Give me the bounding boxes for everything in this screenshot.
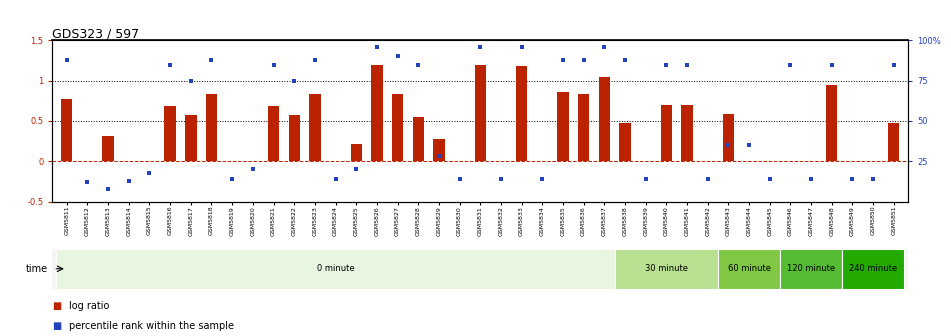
Point <box>844 176 860 182</box>
Point <box>534 176 550 182</box>
Bar <box>619 123 631 161</box>
Point <box>224 176 240 182</box>
Bar <box>614 249 718 289</box>
Bar <box>413 117 424 161</box>
Point <box>473 44 488 49</box>
Text: 60 minute: 60 minute <box>728 264 770 273</box>
Bar <box>434 139 444 161</box>
Text: time: time <box>26 264 48 274</box>
Bar <box>392 93 403 161</box>
Bar <box>598 77 610 161</box>
Point <box>762 176 777 182</box>
Point <box>804 176 819 182</box>
Bar <box>288 115 300 161</box>
Bar <box>103 136 114 161</box>
Bar <box>888 123 900 161</box>
Bar <box>718 249 780 289</box>
Text: 240 minute: 240 minute <box>849 264 897 273</box>
Point <box>679 62 694 67</box>
Point <box>617 57 632 62</box>
Point <box>452 176 467 182</box>
Bar <box>56 249 614 289</box>
Point <box>184 78 199 83</box>
Point <box>121 178 136 183</box>
Point <box>411 62 426 67</box>
Point <box>576 57 592 62</box>
Text: ■: ■ <box>52 321 62 331</box>
Point <box>514 44 529 49</box>
Point <box>390 54 405 59</box>
Bar <box>61 99 72 161</box>
Bar <box>185 115 197 161</box>
Point <box>700 176 715 182</box>
Point <box>432 154 447 159</box>
Point <box>865 176 881 182</box>
Bar <box>578 93 590 161</box>
Point <box>783 62 798 67</box>
Point <box>596 44 611 49</box>
Point <box>494 176 509 182</box>
Point <box>638 176 653 182</box>
Point <box>266 62 281 67</box>
Point <box>659 62 674 67</box>
Point <box>307 57 322 62</box>
Point <box>245 167 261 172</box>
Text: 120 minute: 120 minute <box>787 264 835 273</box>
Bar <box>475 65 486 161</box>
Point <box>163 62 178 67</box>
Point <box>555 57 571 62</box>
Bar <box>842 249 904 289</box>
Point <box>142 170 157 175</box>
Text: percentile rank within the sample: percentile rank within the sample <box>69 321 235 331</box>
Bar <box>165 107 176 161</box>
Bar <box>205 94 217 161</box>
Point <box>80 179 95 185</box>
Bar <box>661 105 672 161</box>
Bar <box>557 92 569 161</box>
Bar <box>309 94 320 161</box>
Point <box>101 186 116 192</box>
Point <box>204 57 219 62</box>
Point <box>721 142 736 148</box>
Text: ■: ■ <box>52 301 62 311</box>
Point <box>286 78 301 83</box>
Bar <box>681 105 692 161</box>
Point <box>825 62 840 67</box>
Text: log ratio: log ratio <box>69 301 109 311</box>
Text: GDS323 / 597: GDS323 / 597 <box>52 27 140 40</box>
Bar <box>826 85 838 161</box>
Text: 0 minute: 0 minute <box>317 264 355 273</box>
Point <box>349 167 364 172</box>
Bar <box>268 107 280 161</box>
Bar <box>723 114 734 161</box>
Bar <box>515 66 527 161</box>
Point <box>742 142 757 148</box>
Point <box>328 176 343 182</box>
Bar <box>371 65 382 161</box>
Bar <box>351 144 362 161</box>
Point <box>369 44 384 49</box>
Bar <box>780 249 842 289</box>
Text: 30 minute: 30 minute <box>645 264 688 273</box>
Point <box>59 57 74 62</box>
Point <box>886 62 902 67</box>
